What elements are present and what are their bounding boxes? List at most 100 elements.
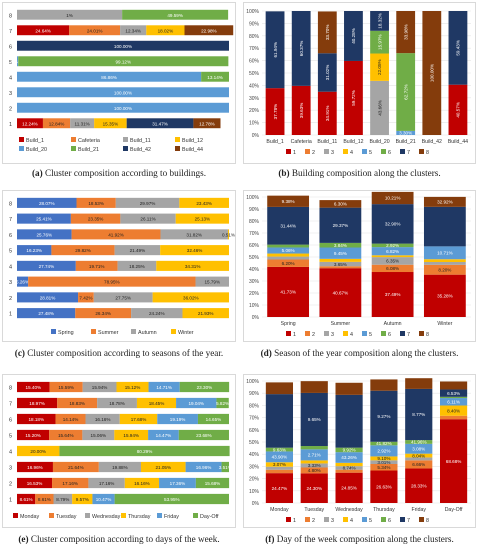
bar-segment [175, 213, 229, 224]
data-label: 18.97% [29, 401, 45, 406]
bar-segment [17, 197, 77, 208]
data-label: 29.97% [140, 201, 156, 206]
bar-segment [291, 11, 311, 86]
y-tick-label: 70% [249, 416, 260, 422]
bar-segment [396, 130, 416, 135]
data-label: 15.68% [205, 481, 221, 486]
y-tick-label: 30% [249, 96, 260, 102]
data-label: 25.41% [36, 217, 52, 222]
bar-segment [159, 477, 196, 489]
data-label: 28.81% [40, 295, 56, 300]
chart-b: 0% 10% 20% 30% 40% 50% 60% 70% 80% 90% 100% Build_1… [246, 9, 471, 156]
data-label: 9.45% [334, 251, 347, 256]
data-label: 26.34% [95, 311, 111, 316]
data-label: 9.63% [273, 447, 286, 452]
legend-label: 3 [331, 150, 334, 156]
bar-segment [17, 397, 58, 409]
data-label: 2.92% [377, 449, 390, 454]
bar-segment [335, 469, 363, 473]
data-label: 3.07% [273, 462, 286, 467]
bar-segment [53, 493, 73, 505]
data-label: 8.61% [38, 497, 51, 502]
bar-segment [216, 397, 229, 409]
data-label: 62.72% [403, 84, 408, 100]
panel-e: 8 15.40% 15.59% 15.94% 15.12% 14.71% 23.30% 7 18… [2, 374, 236, 528]
data-label: 31.02% [325, 65, 330, 81]
bar-segment [300, 446, 328, 450]
data-label: 59.72% [351, 90, 356, 106]
x-tick-label: Summer [331, 321, 351, 327]
legend-label: 1 [293, 518, 296, 524]
data-label: 3.33% [308, 463, 321, 468]
bar-segment [371, 243, 414, 248]
bar-segment [72, 493, 93, 505]
bar-segment [370, 80, 389, 135]
data-label: 6.08% [386, 266, 399, 271]
bar-segment [317, 53, 337, 92]
legend-swatch [19, 137, 24, 142]
row-label: 1 [9, 312, 12, 318]
bar-segment [439, 415, 468, 420]
x-tick-label: Build_21 [396, 139, 416, 145]
data-label: 28.07% [39, 201, 55, 206]
legend-label: Summer [98, 330, 119, 336]
bar-segment [85, 413, 120, 425]
bar-segment [17, 56, 19, 67]
bar-segment [300, 449, 328, 461]
bar-segment [78, 292, 94, 303]
x-tick-label: Build_42 [422, 139, 442, 145]
data-label: 10.71% [437, 250, 453, 255]
legend-swatch [85, 513, 90, 518]
x-tick-label: Build_20 [369, 139, 389, 145]
y-tick-label: 10% [249, 121, 260, 127]
row-label: 2 [9, 296, 12, 302]
data-label: 15.97% [377, 34, 382, 50]
data-label: 5.82% [216, 401, 229, 406]
bar-segment [17, 40, 229, 51]
data-label: 6.66% [412, 462, 425, 467]
legend-label: Build_21 [78, 147, 99, 153]
legend-swatch [305, 149, 310, 154]
legend-swatch [286, 331, 291, 336]
data-label: 15.94% [123, 433, 139, 438]
y-tick-label: 20% [249, 477, 260, 483]
legend-label: 2 [312, 332, 315, 338]
y-tick-label: 70% [249, 231, 260, 237]
data-label: 40.57% [456, 102, 461, 118]
x-tick-label: Day-Off [445, 507, 463, 513]
data-label: 21.93% [198, 311, 214, 316]
data-label: 36.02% [183, 295, 199, 300]
y-tick-label: 0% [252, 315, 260, 321]
bar-segment [319, 261, 362, 267]
bar-segment [371, 255, 414, 258]
legend-label: 4 [350, 150, 353, 156]
bar-segment [92, 493, 115, 505]
bar-segment [300, 463, 328, 468]
bar-segment [319, 266, 362, 269]
bar-segment [70, 118, 95, 129]
y-tick-label: 80% [249, 403, 260, 409]
row-label: 8 [9, 386, 12, 392]
bar-segment [195, 477, 230, 489]
bar-segment [120, 213, 176, 224]
bar-segment [49, 381, 83, 393]
data-label: 16.96% [196, 465, 212, 470]
data-label: 15.40% [26, 385, 42, 390]
bar-segment [195, 276, 229, 287]
caption-f: (f) Day of the week composition along th… [265, 534, 454, 544]
legend-label: Monday [20, 514, 39, 520]
legend-swatch [324, 149, 329, 154]
bar-segment [448, 84, 468, 135]
data-label: 78.95% [104, 280, 120, 285]
data-label: 15.94% [92, 385, 108, 390]
bar-segment [371, 264, 414, 273]
data-label: 33.70% [325, 25, 330, 41]
x-tick-label: Tuesday [304, 507, 324, 513]
bar-segment [193, 118, 221, 129]
data-label: 19.71% [89, 264, 105, 269]
bar-segment [157, 413, 198, 425]
data-label: 14.65% [206, 417, 222, 422]
bar-segment [148, 381, 180, 393]
bar-segment [201, 71, 229, 82]
data-label: 23.43% [196, 201, 212, 206]
